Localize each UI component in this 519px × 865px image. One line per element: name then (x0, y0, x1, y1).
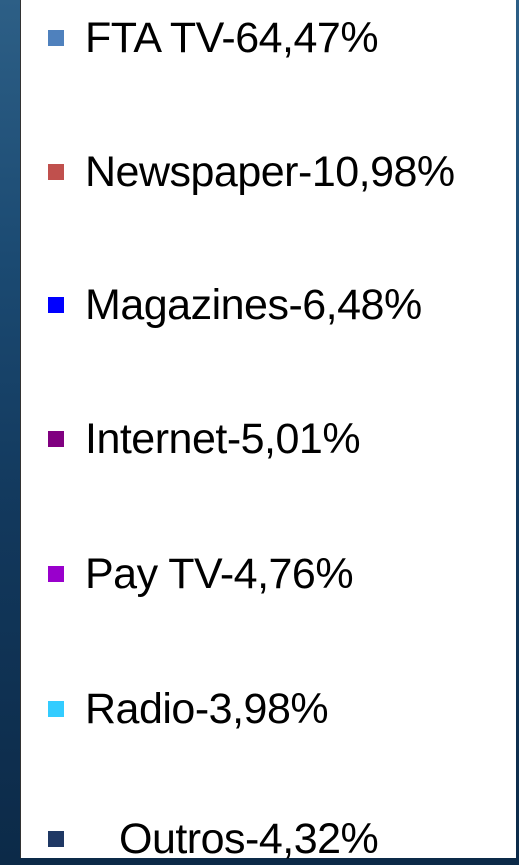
legend-label: Magazines-6,48% (85, 280, 422, 329)
legend-item: FTA TV-64,47% (48, 13, 379, 63)
legend-label: Internet-5,01% (85, 414, 361, 463)
legend-item: Pay TV-4,76% (48, 549, 354, 599)
legend-item: Newspaper-10,98% (48, 147, 455, 197)
legend-panel: FTA TV-64,47% Newspaper-10,98% Magazines… (20, 0, 516, 863)
legend-label: FTA TV-64,47% (85, 13, 379, 62)
legend-label: Radio-3,98% (85, 684, 329, 733)
legend-swatch (48, 831, 64, 847)
legend-label: Pay TV-4,76% (85, 549, 354, 598)
legend-item: Outros-4,32% (48, 814, 379, 864)
legend-swatch (48, 431, 64, 447)
legend-label: Outros-4,32% (119, 814, 379, 863)
legend-swatch (48, 164, 64, 180)
legend-swatch (48, 297, 64, 313)
legend-swatch (48, 566, 64, 582)
legend-label: Newspaper-10,98% (85, 147, 455, 196)
legend-item: Radio-3,98% (48, 684, 329, 734)
legend-swatch (48, 701, 64, 717)
legend-swatch (48, 30, 64, 46)
legend-item: Internet-5,01% (48, 414, 361, 464)
legend-item: Magazines-6,48% (48, 280, 422, 330)
